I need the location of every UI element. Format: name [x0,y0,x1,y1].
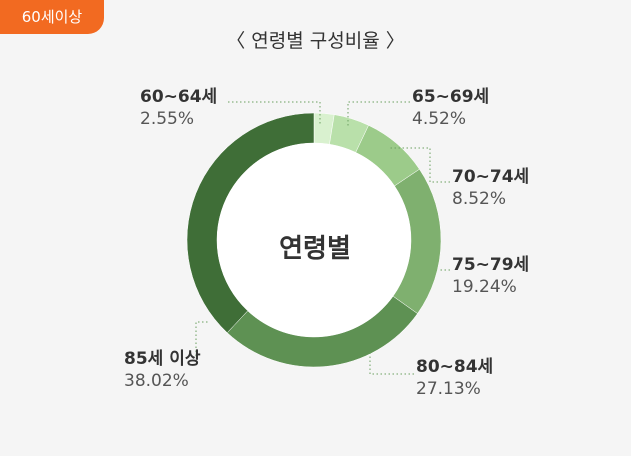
category-label: 70~74세 [452,167,530,187]
leader-line [369,352,414,375]
leader-line [390,147,450,183]
label-group-2: 70~74세 8.52% [452,166,529,210]
value-label: 19.24% [452,277,517,297]
label-group-5: 85세 이상 38.02% [124,348,201,392]
category-badge: 60세이상 [0,0,104,34]
category-label: 65~69세 [412,87,490,107]
category-label: 60~64세 [140,87,218,107]
label-group-0: 60~64세 2.55% [140,86,217,130]
label-group-4: 80~84세 27.13% [416,356,493,400]
leader-line [228,101,321,124]
category-label: 75~79세 [452,255,530,275]
label-group-1: 65~69세 4.52% [412,86,489,130]
value-label: 8.52% [452,189,507,209]
leader-line [347,101,410,128]
donut-hole [217,143,411,337]
category-label: 85세 이상 [124,349,201,369]
value-label: 38.02% [124,371,189,391]
donut-center-label: 연령별 [279,234,351,264]
chart-title: 〈 연령별 구성비율 〉 [226,30,405,52]
value-label: 2.55% [140,109,195,129]
category-label: 80~84세 [416,357,494,377]
label-group-3: 75~79세 19.24% [452,254,529,298]
value-label: 27.13% [416,379,481,399]
value-label: 4.52% [412,109,467,129]
